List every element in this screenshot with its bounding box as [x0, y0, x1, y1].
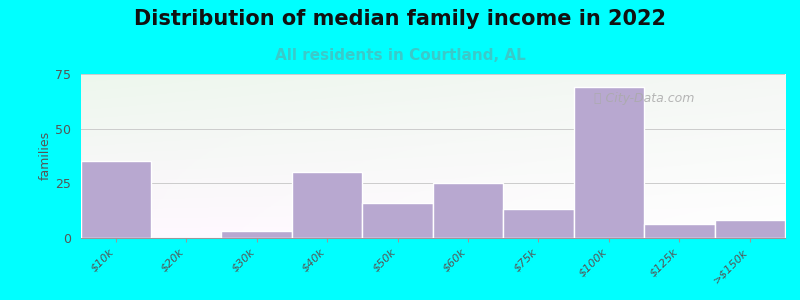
Text: ⓘ City-Data.com: ⓘ City-Data.com	[594, 92, 694, 105]
Bar	[714, 220, 785, 238]
Bar	[433, 183, 503, 238]
Bar	[292, 172, 362, 238]
Text: All residents in Courtland, AL: All residents in Courtland, AL	[274, 48, 526, 63]
Bar	[644, 224, 714, 238]
Bar	[362, 202, 433, 238]
Text: Distribution of median family income in 2022: Distribution of median family income in …	[134, 9, 666, 29]
Bar	[81, 161, 151, 238]
Bar	[222, 231, 292, 238]
Bar	[503, 209, 574, 238]
Bar	[574, 87, 644, 238]
Y-axis label: families: families	[39, 131, 52, 180]
